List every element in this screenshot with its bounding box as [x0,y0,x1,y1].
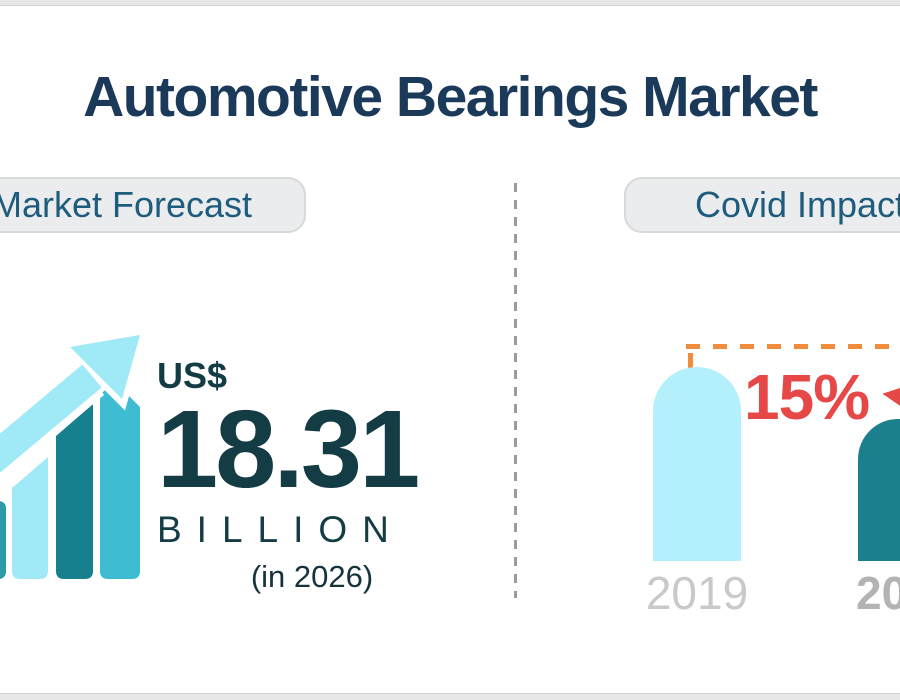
covid-impact-label: Covid Impact [624,177,900,233]
forecast-value: 18.31 [157,387,420,511]
decline-arrow-icon [882,387,900,419]
market-forecast-label-text: Market Forecast [0,184,253,225]
growth-chart-arrow-icon [0,333,147,579]
bar-label-2020: 2020 [856,567,900,619]
top-border-strip [0,0,900,6]
bar-2019 [653,367,741,561]
covid-impact-label-text: Covid Impact [694,184,900,225]
reference-dashed-line [686,344,900,349]
forecast-figure-block: US$ 18.31 BILLION (in 2026) [157,356,487,595]
forecast-currency: US$ [157,355,228,396]
reference-dashed-tick [688,353,693,368]
page-title: Automotive Bearings Market [83,65,818,130]
forecast-period: (in 2026) [250,559,374,595]
decline-percentage: 15% [744,361,870,433]
section-divider-dashed-line [514,183,517,598]
bottom-border-strip [0,693,900,700]
market-forecast-label: Market Forecast [0,177,306,233]
bar-label-2019: 2019 [645,567,749,619]
bar-2020 [858,419,900,561]
forecast-unit: BILLION [157,509,404,551]
